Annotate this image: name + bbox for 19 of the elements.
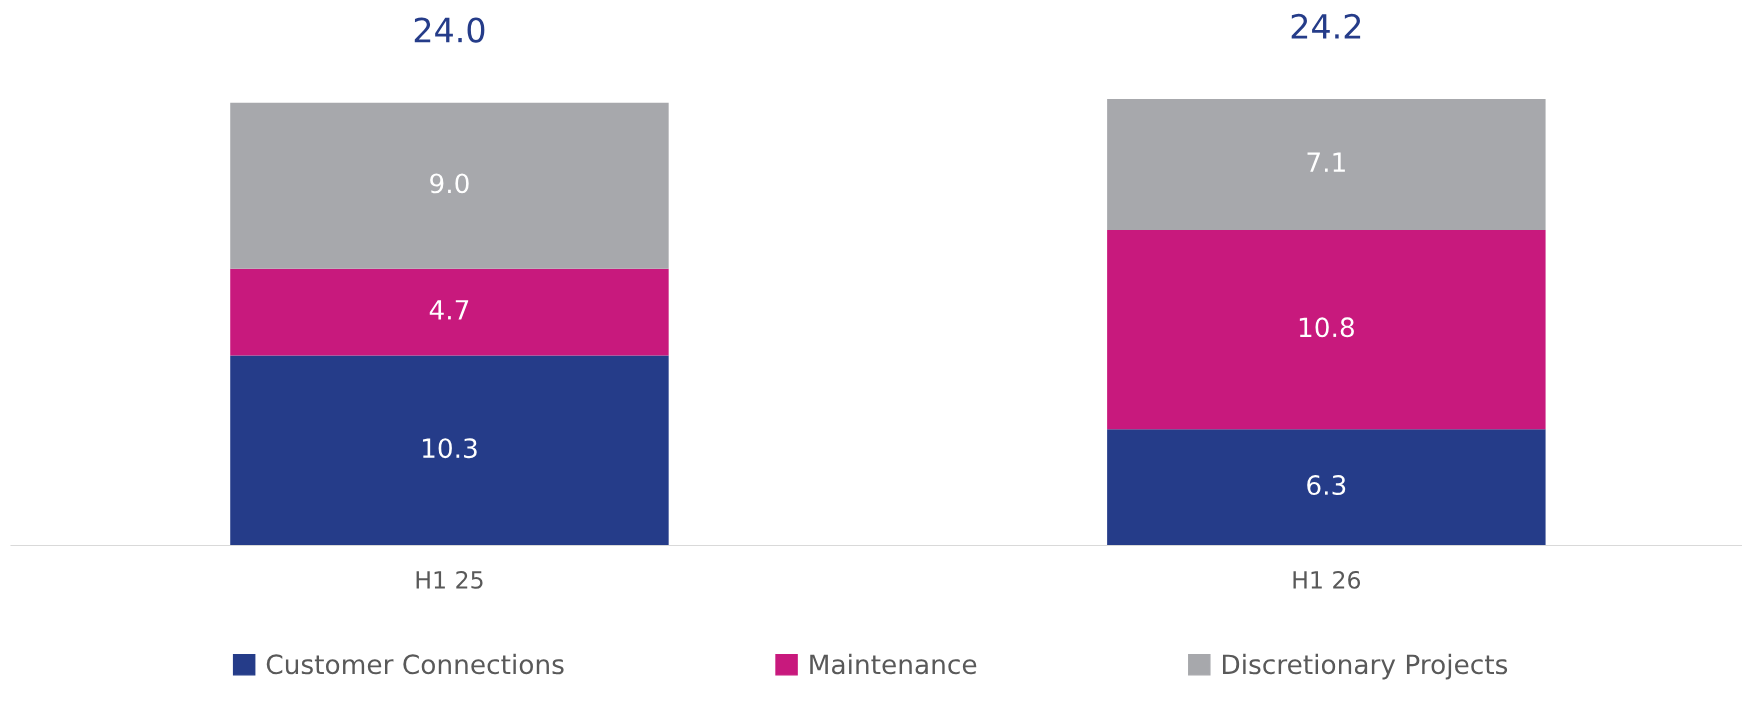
x-tick-label: H1 26 [1293,570,1361,589]
x-tick-label: H1 25 [416,570,483,589]
bar [1107,230,1546,430]
bar [1107,99,1546,230]
legend-label: Maintenance [810,653,977,675]
bar [1107,429,1546,546]
data-label: 9.0 [430,173,469,194]
total-label: 24.2 [1291,13,1361,39]
bar [230,268,669,356]
legend-label: Discretionary Projects [1222,653,1508,680]
data-label: 6.3 [1307,475,1346,496]
legend-label: Customer Connections [266,653,564,675]
total-label: 24.0 [414,17,485,43]
data-label: 10.3 [422,438,477,459]
bar [230,355,669,546]
bar [230,102,669,269]
data-label: 10.8 [1299,317,1354,338]
data-label: 4.7 [429,300,469,320]
data-label: 7.1 [1307,152,1345,172]
